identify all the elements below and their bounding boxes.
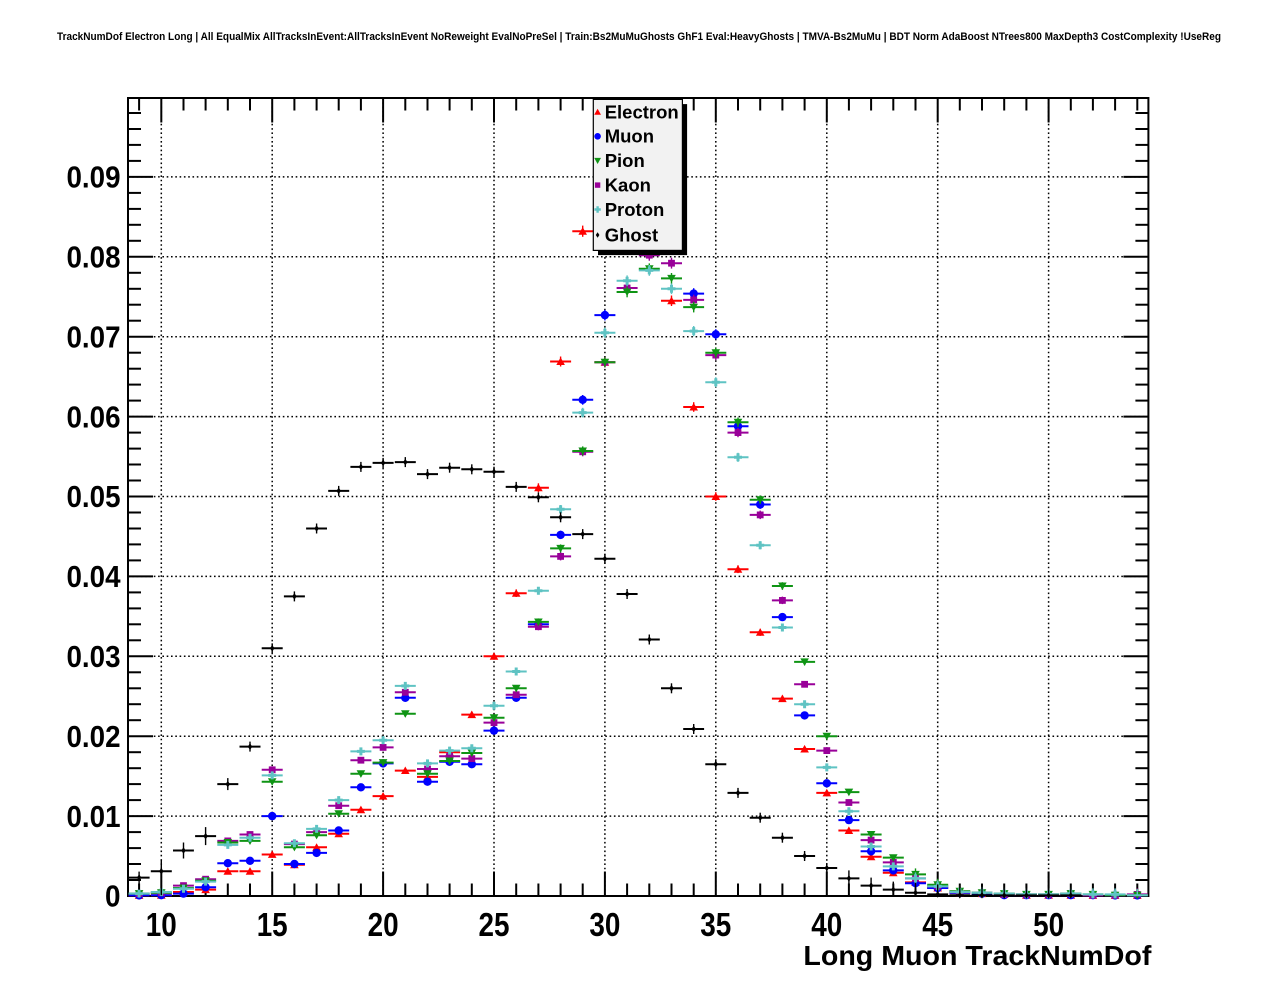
svg-text:0.05: 0.05 bbox=[67, 479, 121, 514]
svg-text:Ghost: Ghost bbox=[605, 224, 658, 245]
svg-text:0.07: 0.07 bbox=[67, 319, 121, 354]
svg-text:30: 30 bbox=[589, 906, 620, 943]
svg-text:Muon: Muon bbox=[605, 126, 654, 147]
svg-text:20: 20 bbox=[368, 906, 399, 943]
svg-text:35: 35 bbox=[700, 906, 731, 943]
svg-text:45: 45 bbox=[922, 906, 953, 943]
svg-text:10: 10 bbox=[146, 906, 177, 943]
svg-text:0.06: 0.06 bbox=[67, 399, 121, 434]
svg-text:Electron: Electron bbox=[605, 101, 679, 122]
svg-text:40: 40 bbox=[811, 906, 842, 943]
svg-text:Long Muon TrackNumDof: Long Muon TrackNumDof bbox=[803, 940, 1152, 971]
svg-text:25: 25 bbox=[479, 906, 510, 943]
svg-text:Kaon: Kaon bbox=[605, 174, 651, 195]
svg-text:TrackNumDof Electron Long | Al: TrackNumDof Electron Long | All EqualMix… bbox=[57, 31, 1221, 43]
svg-text:0.03: 0.03 bbox=[67, 639, 121, 674]
svg-text:0.04: 0.04 bbox=[67, 559, 122, 594]
svg-text:0.01: 0.01 bbox=[67, 799, 121, 834]
svg-text:0: 0 bbox=[105, 879, 121, 914]
svg-text:15: 15 bbox=[257, 906, 288, 943]
svg-text:50: 50 bbox=[1033, 906, 1064, 943]
svg-text:Pion: Pion bbox=[605, 150, 645, 171]
svg-text:0.08: 0.08 bbox=[67, 240, 121, 275]
svg-text:0.09: 0.09 bbox=[67, 160, 121, 195]
svg-text:Proton: Proton bbox=[605, 199, 665, 220]
svg-text:0.02: 0.02 bbox=[67, 719, 121, 754]
